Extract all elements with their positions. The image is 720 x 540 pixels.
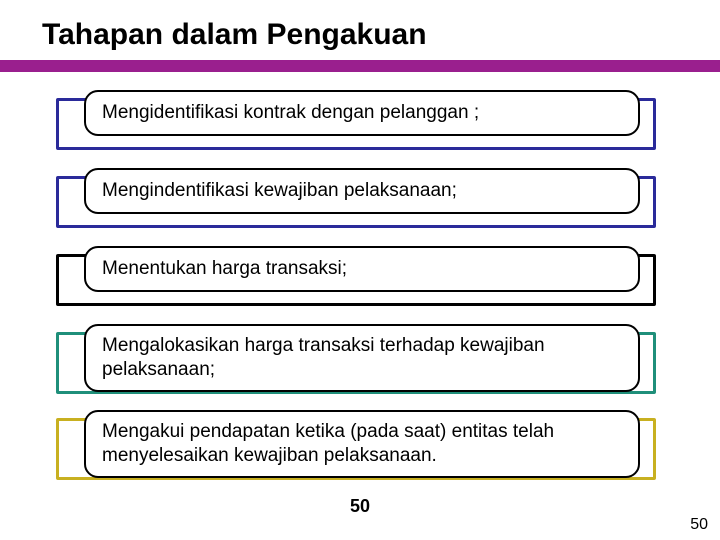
stage-1-inner: Mengidentifikasi kontrak dengan pelangga… (84, 90, 640, 136)
stage-1: Mengidentifikasi kontrak dengan pelangga… (56, 90, 656, 150)
stage-5-inner: Mengakui pendapatan ketika (pada saat) e… (84, 410, 640, 478)
stage-4-text: Mengalokasikan harga transaksi terhadap … (102, 334, 622, 382)
stage-2: Mengindentifikasi kewajiban pelaksanaan; (56, 168, 656, 228)
page-title: Tahapan dalam Pengakuan (42, 18, 427, 52)
accent-bar (0, 60, 720, 72)
stage-3-text: Menentukan harga transaksi; (102, 257, 347, 281)
page-number-center: 50 (0, 496, 720, 517)
stage-3-inner: Menentukan harga transaksi; (84, 246, 640, 292)
stage-5: Mengakui pendapatan ketika (pada saat) e… (56, 410, 656, 480)
stage-5-text: Mengakui pendapatan ketika (pada saat) e… (102, 420, 622, 468)
stage-2-text: Mengindentifikasi kewajiban pelaksanaan; (102, 179, 457, 203)
stage-1-text: Mengidentifikasi kontrak dengan pelangga… (102, 101, 479, 125)
stage-2-inner: Mengindentifikasi kewajiban pelaksanaan; (84, 168, 640, 214)
stage-4-inner: Mengalokasikan harga transaksi terhadap … (84, 324, 640, 392)
stage-4: Mengalokasikan harga transaksi terhadap … (56, 324, 656, 394)
stage-3: Menentukan harga transaksi; (56, 246, 656, 306)
page-number-corner: 50 (690, 516, 708, 534)
